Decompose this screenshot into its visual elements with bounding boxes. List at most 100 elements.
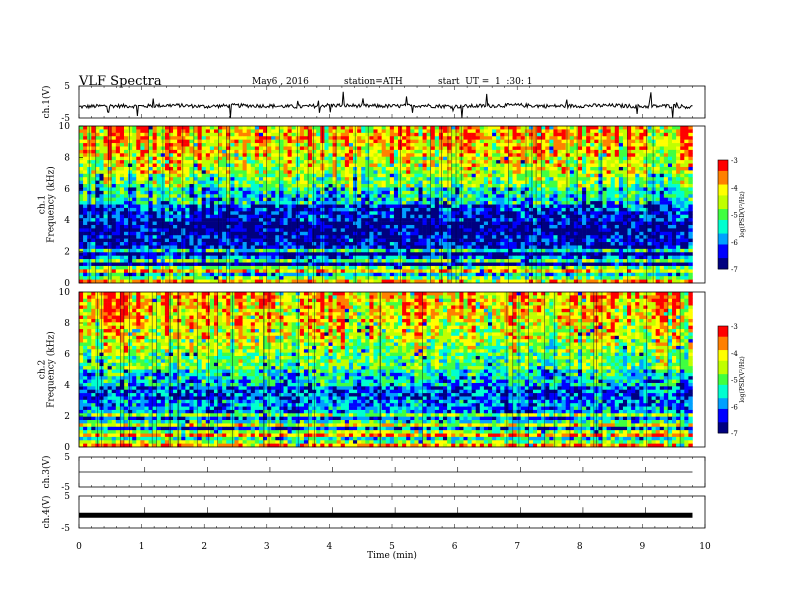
spectrogram-cell (181, 211, 186, 216)
spectrogram-cell (279, 197, 284, 202)
spectrogram-cell (361, 166, 366, 171)
spectrogram-cell (577, 235, 583, 239)
spectrogram-cell (361, 146, 366, 151)
spectrogram-cell (209, 156, 215, 161)
spectrogram-cell (532, 235, 538, 239)
spectrogram-cell (627, 224, 632, 229)
spectrogram-cell (218, 173, 223, 178)
spectrogram-cell (516, 231, 522, 236)
spectrogram-cell (111, 149, 117, 154)
spectrogram-cell (328, 153, 333, 158)
spectrogram-cell (528, 187, 534, 192)
spectrogram-cell (189, 238, 194, 243)
spectrogram-cell (496, 173, 501, 178)
spectrogram-cell (99, 224, 104, 229)
spectrogram-cell (197, 143, 202, 147)
spectrogram-cell (332, 126, 337, 130)
spectrogram-cell (193, 184, 198, 188)
spectrogram-cell (635, 139, 640, 144)
spectrogram-cell (426, 218, 432, 222)
spectrogram-cell (83, 129, 88, 134)
spectrogram-cell (95, 163, 100, 168)
spectrogram-cell (312, 207, 317, 212)
spectrogram-cell (402, 224, 407, 229)
spectrogram-cell (618, 166, 624, 171)
spectrogram-cell (107, 221, 113, 226)
spectrogram-cell (414, 173, 419, 178)
spectrogram-cell (136, 126, 141, 130)
spectrogram-cell (635, 180, 640, 185)
spectrogram-cell (267, 173, 272, 178)
spectrogram-cell (500, 231, 505, 236)
spectrogram-cell (344, 235, 350, 239)
spectrogram-cell (622, 180, 628, 185)
spectrogram-cell (312, 218, 317, 222)
spectrogram-cell (561, 163, 566, 168)
spectrogram-cell (459, 156, 464, 161)
spectrogram-cell (463, 170, 468, 175)
spectrogram-cell (516, 139, 522, 144)
spectrogram-cell (684, 156, 689, 161)
spectrogram-cell (107, 153, 113, 158)
spectrogram-cell (238, 204, 243, 209)
spectrogram-cell (381, 218, 387, 222)
spectrogram-cell (557, 139, 562, 144)
spectrogram-cell (553, 235, 558, 239)
spectrogram-cell (201, 211, 207, 216)
spectrogram-cell (496, 153, 501, 158)
spectrogram-cell (299, 177, 305, 181)
spectrogram-cell (561, 211, 566, 216)
spectrogram-cell (250, 197, 256, 202)
spectrogram-cell (443, 136, 448, 140)
spectrogram-cell (107, 139, 113, 144)
spectrogram-cell (483, 177, 489, 181)
spectrogram-cell (565, 180, 571, 185)
spectrogram-cell (602, 221, 607, 226)
spectrogram-cell (516, 156, 522, 161)
spectrogram-cell (152, 218, 158, 222)
spectrogram-cell (590, 143, 595, 147)
spectrogram-cell (254, 143, 260, 147)
spectrogram-cell (238, 129, 243, 134)
spectrogram-cell (111, 187, 117, 192)
spectrogram-cell (663, 184, 669, 188)
spectrogram-cell (181, 228, 186, 233)
spectrogram-cell (561, 139, 566, 144)
spectrogram-cell (602, 190, 607, 195)
spectrogram-cell (430, 132, 436, 137)
spectrogram-cell (496, 207, 501, 212)
spectrogram-cell (618, 224, 624, 229)
spectrogram-cell (201, 221, 207, 226)
spectrogram-cell (107, 180, 113, 185)
spectrogram-cell (107, 211, 113, 216)
spectrogram-cell (443, 160, 448, 164)
spectrogram-cell (537, 160, 542, 164)
spectrogram-cell (672, 201, 677, 205)
spectrogram-cell (197, 160, 202, 164)
spectrogram-cell (209, 184, 215, 188)
spectrogram-cell (520, 149, 526, 154)
spectrogram-cell (103, 224, 108, 229)
spectrogram-cell (639, 132, 644, 137)
spectrogram-cell (463, 218, 468, 222)
spectrogram-cell (303, 187, 309, 192)
spectrogram-cell (365, 173, 370, 178)
spectrogram-cell (275, 231, 280, 236)
spectrogram-cell (91, 190, 96, 195)
spectrogram-cell (91, 136, 96, 140)
spectrogram-cell (385, 214, 391, 219)
spectrogram-cell (487, 190, 493, 195)
spectrogram-cell (537, 207, 542, 212)
spectrogram-cell (586, 156, 591, 161)
spectrogram-cell (622, 146, 628, 151)
spectrogram-cell (598, 194, 603, 198)
spectrogram-cell (541, 197, 546, 202)
spectrogram-cell (528, 173, 534, 178)
spectrogram-cell (242, 149, 247, 154)
spectrogram-cell (132, 177, 137, 181)
spectrogram-cell (557, 235, 562, 239)
spectrogram-cell (631, 207, 636, 212)
spectrogram-cell (475, 149, 481, 154)
spectrogram-cell (598, 201, 603, 205)
spectrogram-cell (492, 153, 497, 158)
